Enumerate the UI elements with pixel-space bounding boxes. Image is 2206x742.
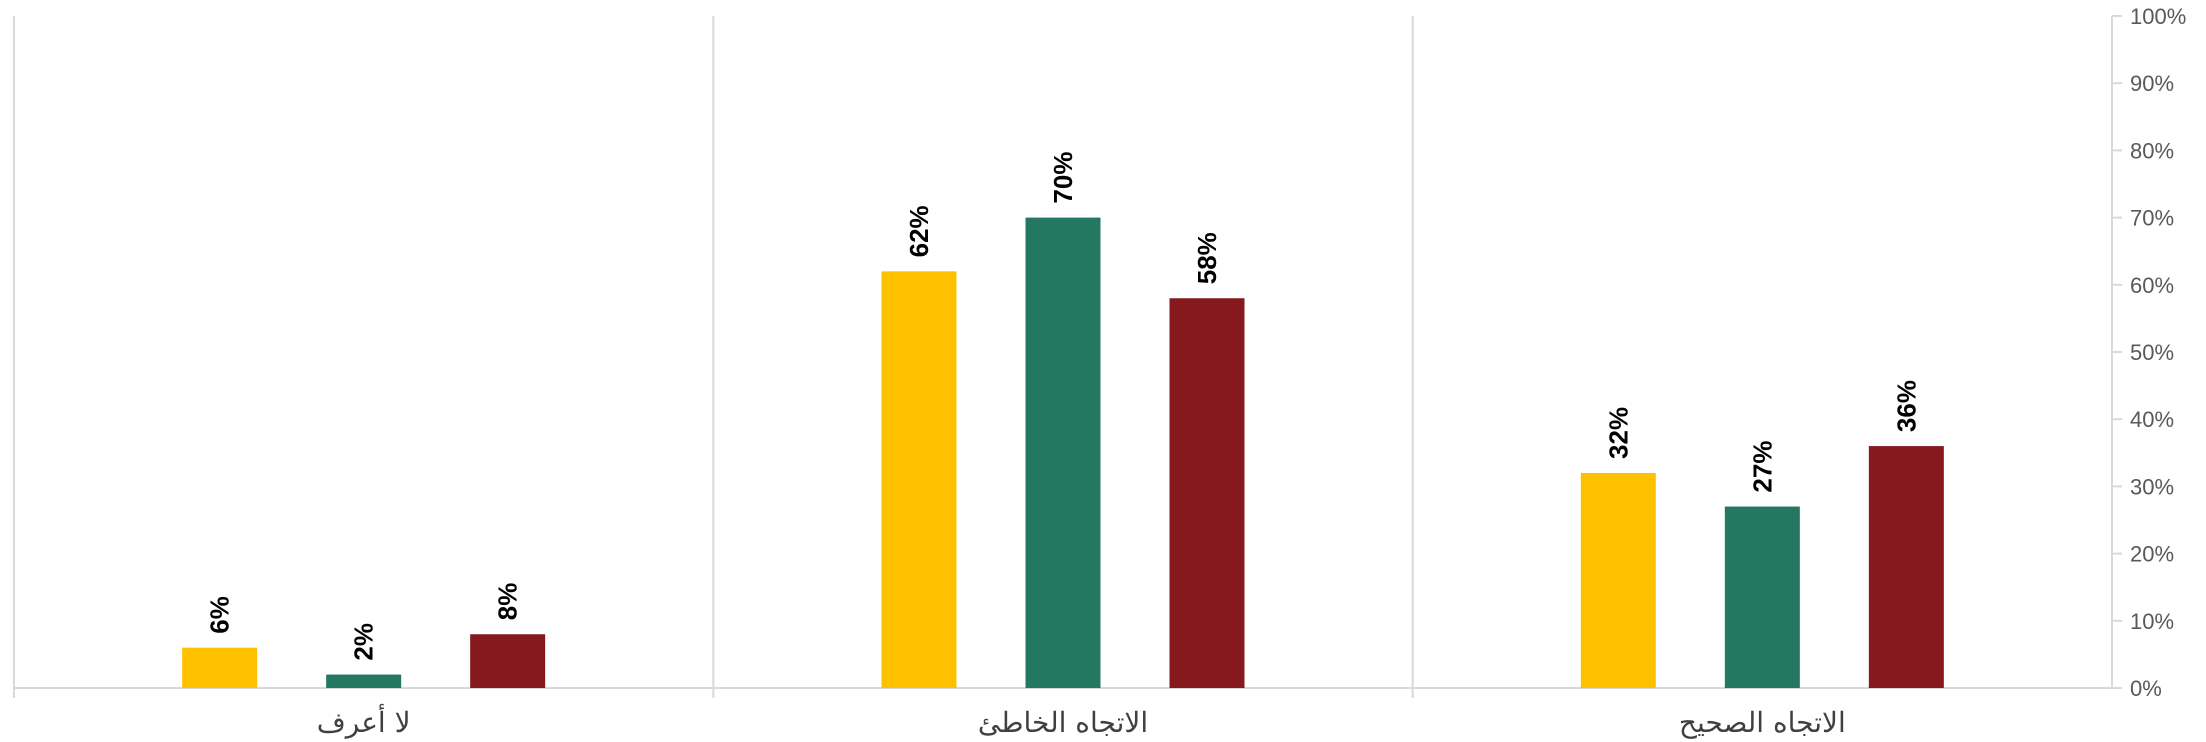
data-label: 27% (1747, 441, 1777, 493)
bar (1169, 298, 1245, 688)
data-label: 70% (1048, 152, 1078, 204)
data-labels: 6% 2% 8% 62% 70% 58% 32% 27% 36% (205, 152, 1922, 661)
y-tick-label: 40% (2130, 407, 2174, 432)
x-category-label: الاتجاه الخاطئ (978, 706, 1148, 739)
data-label: 6% (205, 596, 235, 634)
data-label: 8% (493, 583, 523, 621)
data-label: 2% (349, 623, 379, 661)
y-axis-ticks: 0% 10% 20% 30% 40% 50% 60% 70% 80% 90% 100% (2112, 4, 2186, 701)
bar (881, 271, 957, 688)
bar (470, 634, 546, 688)
bar (182, 647, 258, 688)
y-tick-label: 30% (2130, 474, 2174, 499)
bar (1025, 217, 1101, 688)
data-label: 32% (1603, 407, 1633, 459)
y-tick-label: 70% (2130, 206, 2174, 231)
category-labels: لا أعرف الاتجاه الخاطئ الاتجاه الصحيح (317, 704, 1846, 739)
y-tick-label: 80% (2130, 138, 2174, 163)
data-label: 58% (1192, 232, 1222, 284)
y-tick-label: 100% (2130, 4, 2186, 29)
y-tick-label: 90% (2130, 71, 2174, 96)
bars (182, 217, 1944, 688)
y-tick-label: 0% (2130, 676, 2162, 701)
bar (1580, 472, 1656, 688)
category-separators (13, 16, 1414, 698)
y-tick-label: 50% (2130, 340, 2174, 365)
x-category-label: لا أعرف (317, 704, 411, 739)
data-label: 36% (1891, 380, 1921, 432)
bar (326, 674, 402, 688)
data-label: 62% (904, 205, 934, 257)
y-tick-label: 60% (2130, 273, 2174, 298)
bar (1868, 446, 1944, 688)
y-tick-label: 10% (2130, 609, 2174, 634)
x-category-label: الاتجاه الصحيح (1679, 706, 1846, 739)
bar (1724, 506, 1800, 688)
y-tick-label: 20% (2130, 542, 2174, 567)
